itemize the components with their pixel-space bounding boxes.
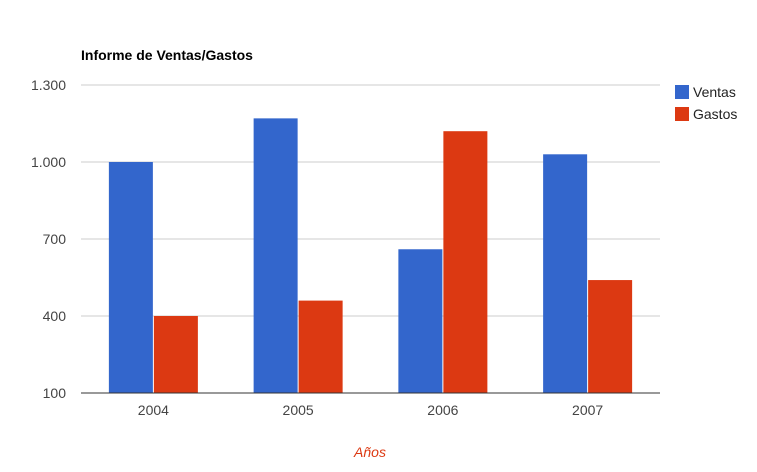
x-axis-ticks: 2004 2005 2006 2007	[138, 402, 604, 418]
legend-label-ventas: Ventas	[693, 84, 736, 100]
y-tick-label-3: 1.000	[31, 154, 66, 170]
bar-ventas-2004	[108, 162, 153, 393]
legend: Ventas Gastos	[675, 84, 737, 122]
bar-ventas-2006	[398, 249, 443, 393]
y-axis-ticks: 100 400 700 1.000 1.300	[31, 77, 66, 401]
y-tick-label-1: 400	[43, 308, 67, 324]
y-tick-label-0: 100	[43, 385, 67, 401]
bar-ventas-2007	[543, 154, 588, 393]
legend-swatch-ventas	[675, 85, 689, 99]
x-tick-label-2004: 2004	[138, 402, 169, 418]
x-axis-label: Años	[353, 444, 386, 460]
y-tick-label-4: 1.300	[31, 77, 66, 93]
bar-gastos-2006	[443, 131, 488, 393]
bar-gastos-2004	[153, 316, 198, 393]
x-tick-label-2006: 2006	[427, 402, 458, 418]
bar-gastos-2007	[588, 280, 633, 393]
bar-ventas-2005	[253, 118, 298, 393]
chart-title: Informe de Ventas/Gastos	[81, 47, 253, 63]
x-tick-label-2007: 2007	[572, 402, 603, 418]
bar-gastos-2005	[298, 300, 343, 393]
legend-swatch-gastos	[675, 107, 689, 121]
y-tick-label-2: 700	[43, 231, 67, 247]
legend-label-gastos: Gastos	[693, 106, 737, 122]
x-tick-label-2005: 2005	[283, 402, 314, 418]
bars	[108, 118, 633, 393]
